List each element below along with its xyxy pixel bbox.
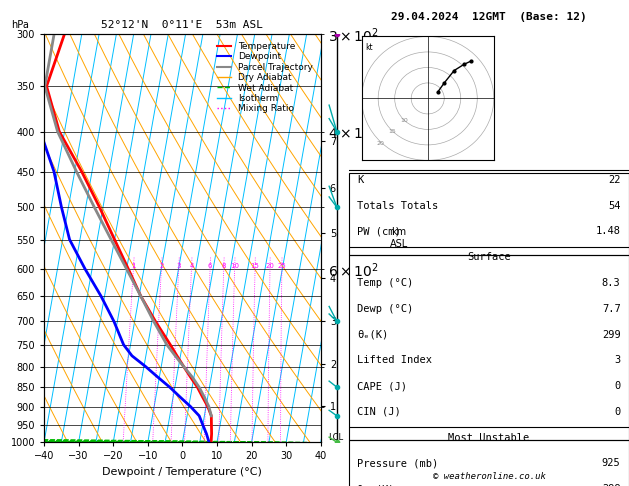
Text: 3: 3 — [177, 263, 181, 269]
Text: hPa: hPa — [11, 20, 29, 30]
Text: Dewp (°C): Dewp (°C) — [357, 304, 414, 314]
Text: 3: 3 — [615, 355, 621, 365]
Text: 15: 15 — [250, 263, 260, 269]
Text: 1: 1 — [131, 263, 136, 269]
Text: Totals Totals: Totals Totals — [357, 201, 439, 211]
Text: 7.7: 7.7 — [602, 304, 621, 314]
Text: 299: 299 — [602, 330, 621, 340]
Text: 2: 2 — [159, 263, 164, 269]
Text: 15: 15 — [388, 129, 396, 134]
Text: Temp (°C): Temp (°C) — [357, 278, 414, 288]
Legend: Temperature, Dewpoint, Parcel Trajectory, Dry Adiabat, Wet Adiabat, Isotherm, Mi: Temperature, Dewpoint, Parcel Trajectory… — [213, 38, 316, 117]
Y-axis label: km
ASL: km ASL — [389, 227, 408, 249]
X-axis label: Dewpoint / Temperature (°C): Dewpoint / Temperature (°C) — [103, 467, 262, 477]
Text: Most Unstable: Most Unstable — [448, 433, 530, 443]
Title: 52°12'N  0°11'E  53m ASL: 52°12'N 0°11'E 53m ASL — [101, 20, 264, 31]
Text: 20: 20 — [265, 263, 274, 269]
Text: 8: 8 — [221, 263, 226, 269]
Text: θₑ (K): θₑ (K) — [357, 484, 395, 486]
Text: 299: 299 — [602, 484, 621, 486]
Text: K: K — [357, 175, 364, 185]
Text: © weatheronline.co.uk: © weatheronline.co.uk — [433, 472, 545, 481]
Bar — [349, 173, 629, 255]
Text: CAPE (J): CAPE (J) — [357, 381, 408, 391]
Bar — [349, 440, 629, 486]
Text: 0: 0 — [615, 407, 621, 417]
Text: 22: 22 — [608, 175, 621, 185]
Text: Surface: Surface — [467, 252, 511, 262]
Text: kt: kt — [365, 43, 372, 52]
Text: 10: 10 — [400, 118, 408, 123]
Text: 0: 0 — [615, 381, 621, 391]
Text: Lifted Index: Lifted Index — [357, 355, 433, 365]
Text: 10: 10 — [230, 263, 239, 269]
Text: PW (cm): PW (cm) — [357, 226, 401, 237]
Text: CIN (J): CIN (J) — [357, 407, 401, 417]
Text: 8.3: 8.3 — [602, 278, 621, 288]
Text: Pressure (mb): Pressure (mb) — [357, 458, 439, 469]
Text: 6: 6 — [208, 263, 213, 269]
Text: 25: 25 — [277, 263, 286, 269]
Text: 29.04.2024  12GMT  (Base: 12): 29.04.2024 12GMT (Base: 12) — [391, 12, 587, 22]
Text: LCL: LCL — [328, 433, 343, 442]
Text: 54: 54 — [608, 201, 621, 211]
Text: 925: 925 — [602, 458, 621, 469]
Bar — [349, 255, 629, 440]
Text: 20: 20 — [376, 140, 384, 145]
Text: 1.48: 1.48 — [596, 226, 621, 237]
Text: 4: 4 — [189, 263, 194, 269]
Text: θₑ(K): θₑ(K) — [357, 330, 389, 340]
